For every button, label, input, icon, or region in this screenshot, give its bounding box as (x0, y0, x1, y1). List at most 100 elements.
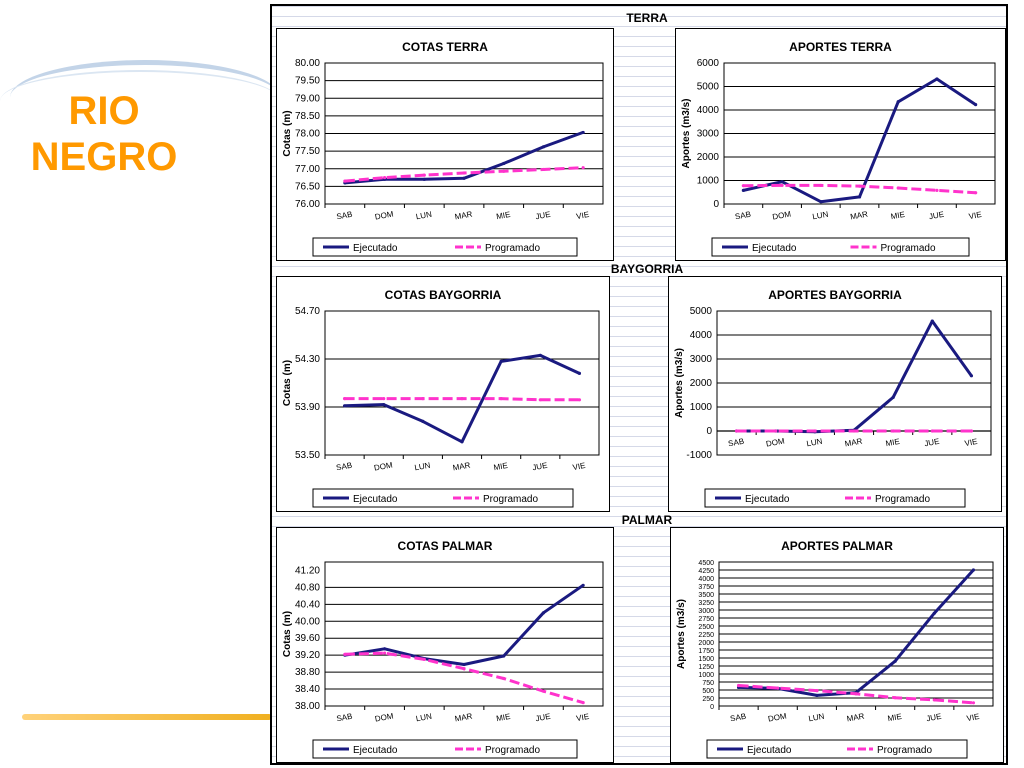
cotas-baygorria-point-programado (538, 398, 542, 402)
cotas-baygorria-ylabel: Cotas (m) (282, 360, 293, 406)
aportes-palmar-point-ejecutado (932, 611, 936, 615)
aportes-baygorria-point-programado (969, 429, 974, 433)
aportes-terra-ytick-label: 5000 (697, 82, 720, 93)
cotas-terra-ytick-label: 78.50 (295, 111, 320, 122)
aportes-palmar-ytick-label: 3750 (698, 584, 714, 591)
cotas-baygorria-legend (312, 488, 574, 508)
aportes-palmar-xtick-label: MIE (887, 712, 903, 723)
cotas-terra-xtick-label: LUN (415, 210, 433, 222)
aportes-palmar-ytick-label: 500 (702, 688, 714, 695)
aportes-terra-point-programado (819, 183, 823, 188)
aportes-baygorria-point-programado (891, 429, 895, 433)
chart-cotas-baygorria: COTAS BAYGORRIA 53.50 53.90 54.30 54.70 SAB DO… (276, 276, 610, 512)
cotas-palmar-point-programado (581, 701, 585, 705)
background-swoosh-top (10, 60, 280, 135)
cotas-palmar-legend (312, 739, 578, 759)
aportes-palmar-point-ejecutado (971, 568, 976, 572)
cotas-terra-legend-label-programado: Programado (485, 243, 540, 254)
cotas-baygorria-xtick-label: DOM (373, 460, 393, 472)
aportes-baygorria-legend-label-ejecutado: Ejecutado (745, 494, 790, 505)
aportes-palmar-ytick-label: 3250 (698, 600, 714, 607)
cotas-terra-point-programado (382, 175, 387, 180)
aportes-baygorria-ytick-label: 1000 (690, 402, 713, 413)
chart-cotas-palmar: COTAS PALMAR 38.00 38.40 38.80 39.20 39.60 40.… (276, 527, 614, 763)
cotas-baygorria-legend-label-ejecutado: Ejecutado (353, 494, 398, 505)
cotas-palmar-point-programado (502, 676, 506, 681)
cotas-baygorria-point-ejecutado (499, 359, 503, 363)
aportes-baygorria-xtick-label: MAR (844, 437, 863, 449)
aportes-terra-point-programado (896, 186, 900, 190)
aportes-baygorria-point-programado (774, 429, 778, 433)
cotas-palmar-xtick-label: LUN (415, 712, 433, 724)
cotas-terra-point-programado (343, 179, 347, 183)
cotas-baygorria-xtick-label: LUN (414, 461, 432, 473)
cotas-terra-ytick-label: 76.00 (295, 199, 320, 210)
cotas-terra-point-programado (541, 167, 546, 172)
cotas-baygorria-xtick-label: JUE (532, 461, 548, 472)
cotas-baygorria-xtick-label: MAR (452, 461, 471, 473)
aportes-baygorria-ytick-label: 3000 (690, 354, 713, 365)
cotas-baygorria-plot-area (324, 310, 600, 456)
cotas-palmar-legend-label-ejecutado: Ejecutado (353, 745, 398, 756)
cotas-terra-ytick-label: 80.00 (295, 58, 320, 69)
aportes-baygorria-xtick-label: JUE (924, 437, 940, 448)
cotas-terra-ytick-label: 77.50 (295, 146, 320, 157)
cotas-palmar-point-ejecutado (581, 583, 585, 587)
cotas-terra-ytick-label: 78.00 (295, 129, 320, 140)
cotas-terra-xtick-label: JUE (535, 210, 551, 221)
aportes-terra-ytick-label: 3000 (697, 129, 720, 140)
aportes-terra-point-programado (741, 184, 745, 188)
aportes-baygorria-point-programado (852, 429, 856, 433)
aportes-terra-legend-label-ejecutado: Ejecutado (752, 243, 797, 254)
chart-aportes-baygorria: APORTES BAYGORRIA -1000 0 1000 2000 3000 4000 5… (668, 276, 1002, 512)
aportes-palmar-ytick-label: 4000 (698, 576, 714, 583)
cotas-palmar-point-ejecutado (382, 647, 387, 651)
aportes-palmar-point-programado (815, 689, 819, 693)
aportes-terra-point-programado (780, 183, 784, 188)
cotas-baygorria-point-ejecutado (538, 353, 542, 357)
cotas-baygorria-point-ejecutado (421, 419, 425, 423)
aportes-baygorria-point-programado (734, 429, 739, 433)
cotas-terra-xtick-label: DOM (374, 209, 394, 221)
aportes-palmar-xtick-label: DOM (767, 711, 787, 723)
cotas-terra-ytick-label: 79.00 (295, 93, 320, 104)
aportes-baygorria-xtick-label: DOM (765, 436, 785, 448)
aportes-palmar-ytick-label: 1250 (698, 664, 714, 671)
slide-title: RIO NEGRO (14, 88, 194, 180)
aportes-terra-ytick-label: 4000 (697, 105, 720, 116)
cotas-terra-ytick-label: 77.00 (295, 164, 320, 175)
aportes-terra-title: APORTES TERRA (789, 40, 892, 54)
aportes-terra-xtick-label: MAR (850, 210, 869, 222)
cotas-baygorria-legend-label-programado: Programado (483, 494, 538, 505)
cotas-baygorria-point-ejecutado (342, 404, 347, 408)
cotas-palmar-legend-label-programado: Programado (485, 745, 540, 756)
aportes-palmar-ytick-label: 4500 (698, 560, 714, 567)
cotas-baygorria-point-programado (342, 397, 347, 401)
cotas-terra-title: COTAS TERRA (402, 40, 488, 54)
aportes-palmar-ytick-label: 250 (702, 696, 714, 703)
cotas-baygorria-title: COTAS BAYGORRIA (385, 288, 502, 302)
cotas-palmar-xtick-label: SAB (336, 712, 353, 724)
cotas-terra-ylabel: Cotas (m) (282, 110, 293, 156)
aportes-terra-point-ejecutado (857, 195, 862, 199)
aportes-palmar-point-programado (854, 692, 858, 696)
chart-aportes-palmar: APORTES PALMAR 0 250 500 750 1000 1250 1500 1750… (670, 527, 1004, 763)
cotas-palmar-xtick-label: MAR (454, 712, 473, 724)
aportes-terra-point-ejecutado (974, 102, 978, 107)
cotas-palmar-ytick-label: 38.00 (295, 701, 320, 712)
aportes-baygorria-ylabel: Aportes (m3/s) (674, 348, 685, 418)
cotas-baygorria-xtick-label: MIE (493, 461, 509, 472)
aportes-palmar-legend (706, 739, 968, 759)
aportes-baygorria-point-ejecutado (891, 395, 895, 399)
aportes-terra-legend-label-programado: Programado (881, 243, 936, 254)
aportes-palmar-ytick-label: 1750 (698, 648, 714, 655)
aportes-baygorria-point-programado (930, 429, 934, 433)
aportes-baygorria-xtick-label: SAB (727, 437, 744, 449)
cotas-baygorria-point-programado (577, 398, 582, 402)
aportes-baygorria-point-programado (813, 429, 817, 433)
cotas-terra-legend (312, 237, 578, 257)
cotas-terra-point-ejecutado (581, 130, 585, 135)
cotas-palmar-point-programado (343, 652, 347, 656)
aportes-terra-point-ejecutado (741, 188, 745, 192)
cotas-baygorria-ytick-label: 53.50 (295, 450, 320, 461)
